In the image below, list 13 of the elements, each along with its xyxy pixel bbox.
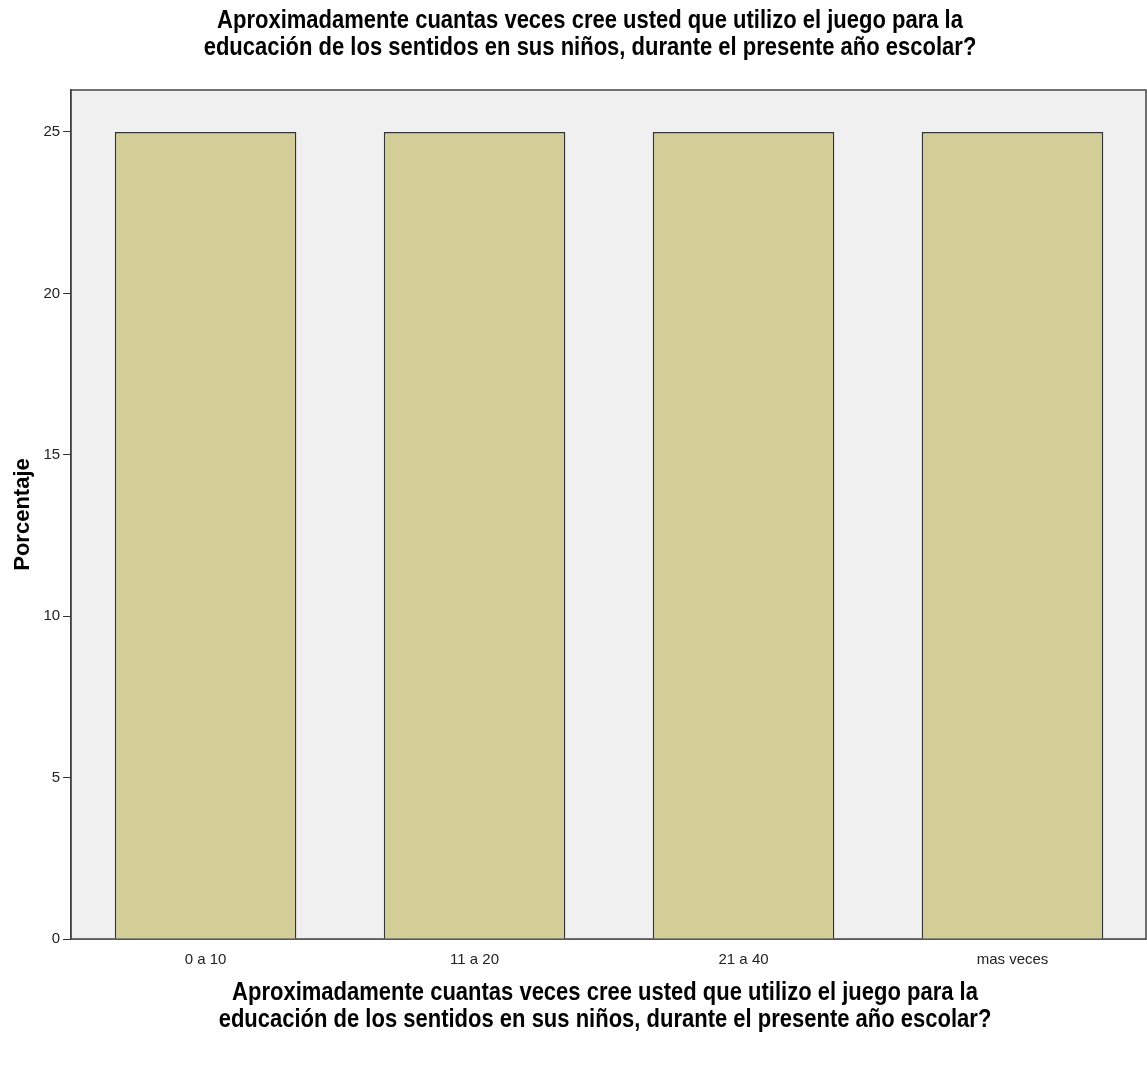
y-tick-label: 5 bbox=[51, 767, 61, 785]
x-tick-label: 11 a 20 bbox=[450, 950, 500, 968]
x-tick-label: mas veces bbox=[976, 950, 1049, 968]
x-tick-label: 21 a 40 bbox=[718, 950, 769, 968]
y-tick-label: 25 bbox=[43, 122, 61, 140]
y-axis-title: Porcentaje bbox=[9, 458, 35, 571]
y-tick-label: 10 bbox=[43, 606, 61, 624]
y-tick-label: 15 bbox=[43, 444, 61, 462]
chart-title: Aproximadamente cuantas veces cree usted que utilizo el juego para la educación de los sentidos en sus niños, durante el presente año escolar? bbox=[202, 5, 978, 60]
y-tick-label: 20 bbox=[43, 283, 61, 301]
x-axis-title: Aproximadamente cuantas veces cree usted que utilizo el juego para la educación de los sentidos en sus niños, durante el presente año escolar? bbox=[217, 977, 993, 1032]
x-tick-label: 0 a 10 bbox=[184, 950, 227, 968]
y-tick-label: 0 bbox=[51, 929, 61, 947]
